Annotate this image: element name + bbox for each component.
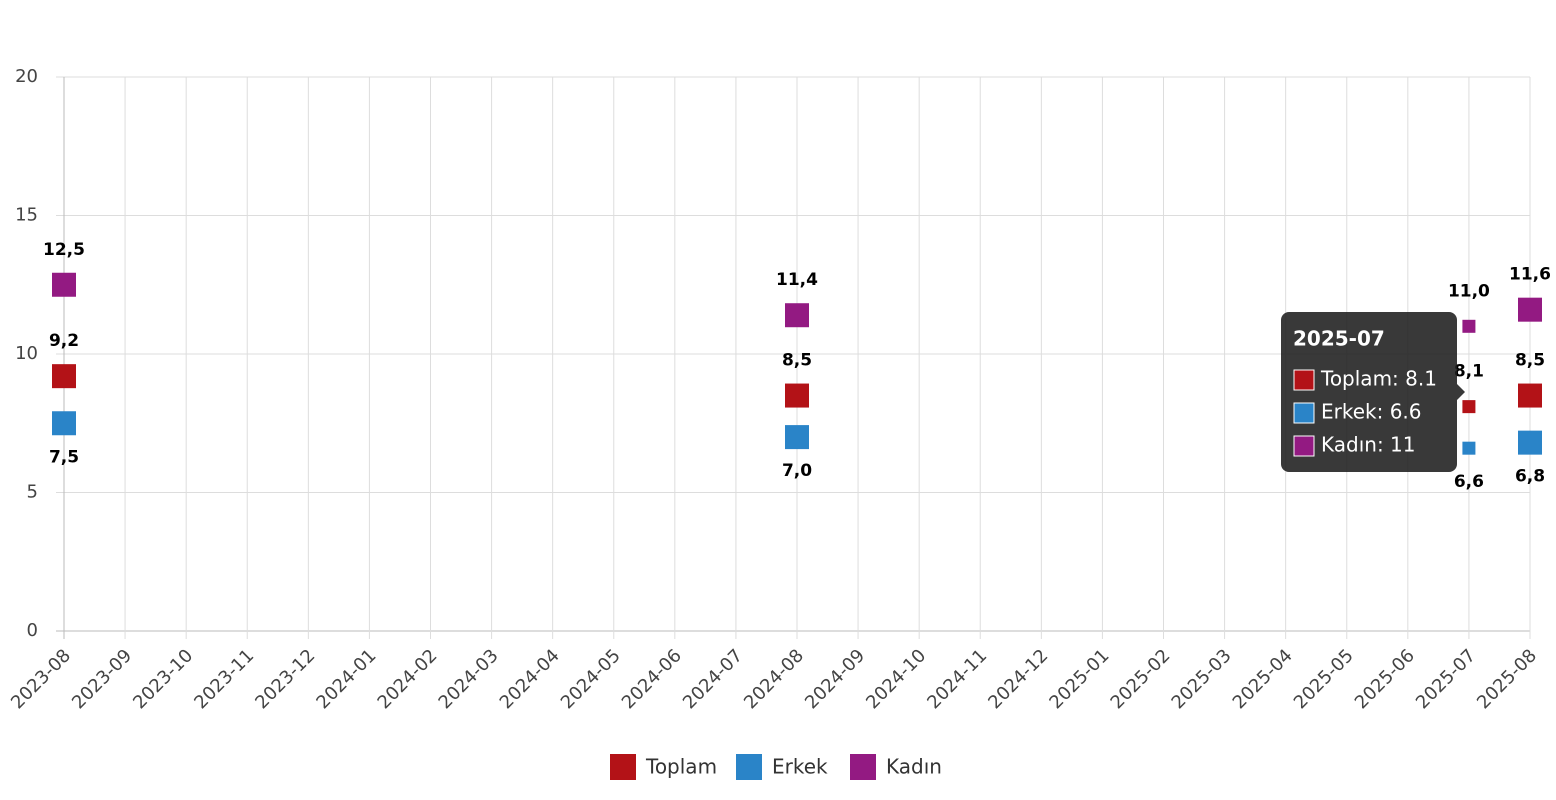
legend-label: Kadın [886, 755, 942, 779]
x-tick-label: 2024-06 [618, 645, 686, 713]
x-tick-label: 2025-06 [1351, 645, 1419, 713]
x-tick-label: 2024-07 [679, 645, 747, 713]
point-marker [785, 383, 809, 408]
point-marker [52, 364, 76, 389]
data-label: 11,4 [776, 270, 818, 290]
tooltip-item: Kadın: 11 [1321, 433, 1416, 457]
point-marker [1518, 430, 1542, 455]
x-tick-label: 2024-05 [557, 645, 625, 713]
tooltip-box [1281, 312, 1457, 472]
x-tick-label: 2024-10 [862, 645, 930, 713]
x-tick-label: 2023-12 [251, 645, 319, 713]
x-tick-label: 2025-02 [1107, 645, 1175, 713]
x-tick-label: 2025-03 [1168, 645, 1236, 713]
data-label: 9,2 [49, 331, 79, 351]
y-tick-label: 0 [27, 620, 38, 641]
y-tick-label: 15 [15, 205, 38, 226]
point-marker [1462, 400, 1476, 414]
y-tick-label: 10 [15, 343, 38, 364]
data-label: 11,6 [1509, 265, 1551, 285]
legend: Toplam Erkek Kadın [610, 754, 942, 780]
data-label: 12,5 [43, 240, 85, 260]
legend-swatch [736, 754, 762, 780]
x-tick-label: 2023-10 [129, 645, 197, 713]
point-marker [1518, 297, 1542, 322]
x-tick-label: 2025-08 [1473, 645, 1541, 713]
point-marker [1462, 441, 1476, 455]
legend-swatch [610, 754, 636, 780]
x-tick-label: 2024-12 [984, 645, 1052, 713]
data-label: 6,6 [1454, 472, 1484, 492]
y-tick-label: 5 [27, 482, 38, 503]
x-tick-label: 2025-05 [1290, 645, 1358, 713]
tooltip-caret [1457, 384, 1465, 400]
legend-label: Erkek [772, 755, 828, 779]
tooltip-item: Toplam: 8.1 [1320, 367, 1437, 391]
point-marker [785, 425, 809, 450]
data-label: 8,5 [782, 351, 812, 371]
tooltip-swatch [1293, 369, 1315, 391]
tooltip-swatch [1293, 402, 1315, 424]
point-marker [785, 303, 809, 328]
x-tick-label: 2024-09 [801, 645, 869, 713]
point-marker [52, 272, 76, 297]
x-tick-label: 2024-04 [496, 645, 564, 713]
x-tick-label: 2025-07 [1412, 645, 1480, 713]
x-tick-label: 2025-04 [1229, 645, 1297, 713]
x-tick-label: 2024-08 [740, 645, 808, 713]
y-tick-label: 20 [15, 66, 38, 87]
data-label: 7,5 [49, 447, 79, 467]
x-tick-label: 2024-03 [435, 645, 503, 713]
x-tick-label: 2024-02 [374, 645, 442, 713]
x-tick-label: 2023-08 [7, 645, 75, 713]
data-label: 7,0 [782, 461, 812, 481]
data-label: 8,5 [1515, 351, 1545, 371]
point-marker [52, 411, 76, 436]
tooltip-title: 2025-07 [1293, 327, 1385, 351]
tooltip-swatch [1293, 435, 1315, 457]
data-label: 6,8 [1515, 467, 1545, 487]
legend-swatch [850, 754, 876, 780]
point-marker [1518, 383, 1542, 408]
x-tick-label: 2024-11 [923, 645, 991, 713]
x-tick-label: 2025-01 [1045, 645, 1113, 713]
x-tick-label: 2024-01 [312, 645, 380, 713]
data-label: 8,1 [1454, 362, 1484, 382]
point-marker [1462, 319, 1476, 333]
tooltip-item: Erkek: 6.6 [1321, 400, 1422, 424]
x-tick-label: 2023-09 [68, 645, 136, 713]
legend-label: Toplam [645, 755, 717, 779]
data-label: 11,0 [1448, 281, 1490, 301]
x-tick-label: 2023-11 [190, 645, 258, 713]
